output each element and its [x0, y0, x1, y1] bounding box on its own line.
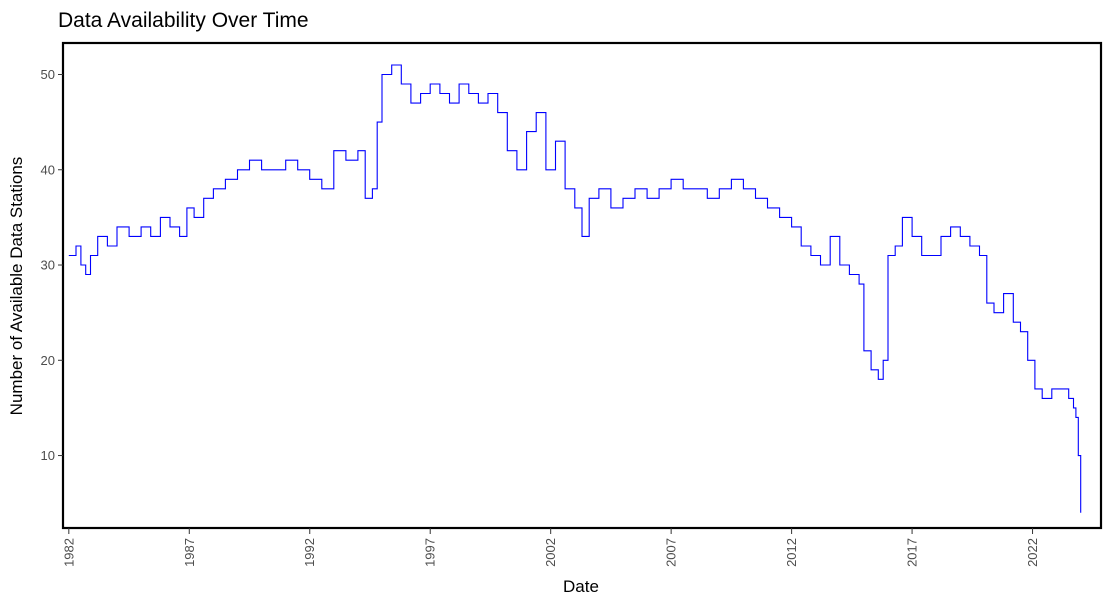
y-tick-label: 30: [41, 258, 55, 273]
x-axis-title: Date: [563, 577, 599, 596]
x-tick-label: 2012: [784, 538, 799, 567]
x-axis: 1982 1987 1992 1997 2002 2007 2012 2017 2022: [61, 528, 1040, 567]
x-tick-label: 1992: [302, 538, 317, 567]
x-tick-label: 1997: [423, 538, 438, 567]
y-tick-label: 40: [41, 162, 55, 177]
plot-frame: [61, 41, 1103, 530]
chart-title: Data Availability Over Time: [58, 9, 309, 32]
x-tick-label: 2007: [664, 538, 679, 567]
x-tick-label: 1982: [61, 538, 76, 567]
series-line: [68, 64, 1082, 513]
y-axis: 10 20 30 40 50: [41, 67, 63, 463]
x-tick-label: 2002: [543, 538, 558, 567]
x-tick-label: 1987: [182, 538, 197, 567]
x-tick-label: 2022: [1025, 538, 1040, 567]
y-axis-title: Number of Available Data Stations: [7, 157, 26, 416]
y-tick-label: 10: [41, 448, 55, 463]
y-tick-label: 50: [41, 67, 55, 82]
y-tick-label: 20: [41, 353, 55, 368]
x-tick-label: 2017: [905, 538, 920, 567]
